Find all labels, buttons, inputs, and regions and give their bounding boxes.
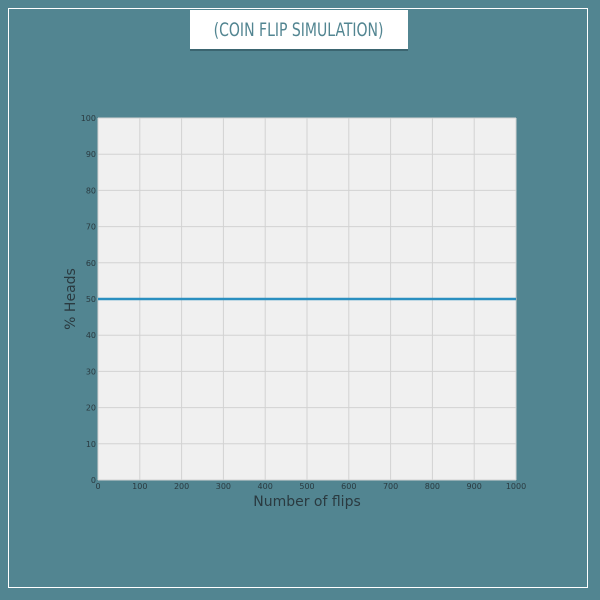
title-banner: (COIN FLIP SIMULATION): [190, 10, 408, 49]
y-tick-label: 30: [86, 367, 96, 376]
x-tick-label: 800: [425, 482, 440, 491]
y-tick-label: 0: [91, 476, 96, 485]
x-tick-label: 700: [383, 482, 398, 491]
x-tick-label: 0: [95, 482, 100, 491]
y-tick-label: 100: [81, 114, 96, 123]
outer-frame: [8, 8, 588, 588]
y-tick-labels: 0 10 20 30 40 50 60 70 80 90 100: [81, 114, 96, 485]
x-tick-label: 100: [132, 482, 147, 491]
y-tick-label: 60: [86, 259, 96, 268]
x-tick-labels: 0 100 200 300 400 500 600 700 800 900 1000: [95, 482, 526, 491]
x-tick-label: 900: [467, 482, 482, 491]
x-tick-label: 600: [341, 482, 356, 491]
x-tick-label: 500: [299, 482, 314, 491]
y-tick-label: 80: [86, 186, 96, 195]
x-tick-label: 200: [174, 482, 189, 491]
y-tick-label: 50: [86, 295, 96, 304]
y-tick-label: 70: [86, 223, 96, 232]
y-tick-label: 20: [86, 404, 96, 413]
x-tick-label: 400: [258, 482, 273, 491]
x-axis-label: Number of flips: [253, 494, 361, 510]
chart-title: (COIN FLIP SIMULATION): [214, 18, 384, 41]
x-tick-label: 300: [216, 482, 231, 491]
y-tick-label: 10: [86, 440, 96, 449]
x-tick-label: 1000: [506, 482, 526, 491]
y-tick-label: 90: [86, 150, 96, 159]
y-tick-label: 40: [86, 331, 96, 340]
y-axis-label: % Heads: [63, 268, 79, 330]
